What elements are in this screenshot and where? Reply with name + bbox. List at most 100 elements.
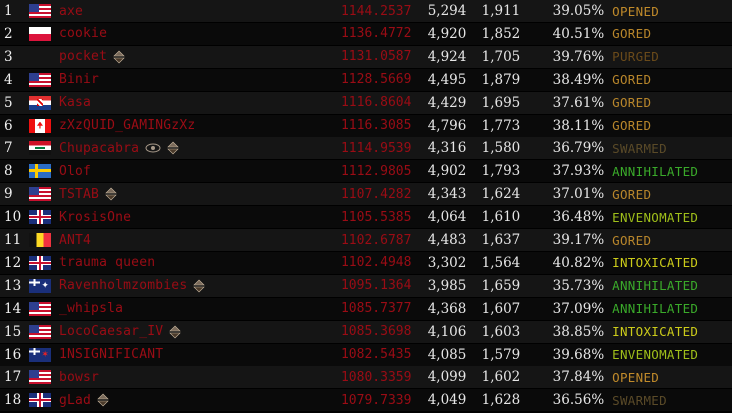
player-name-cell[interactable]: _whipsla: [59, 301, 317, 316]
losses-cell: 1,564: [481, 254, 521, 271]
percent-cell: 37.84%: [552, 369, 605, 386]
flag-hr-icon: [28, 95, 51, 110]
player-name-cell[interactable]: 1NSIGNIFICANT: [59, 347, 317, 362]
player-name[interactable]: axe: [58, 3, 84, 19]
rank-cell: 4: [4, 71, 13, 88]
table-row[interactable]: 17 bowsr 1080.3359 4,099 1,602 37.84% OPENED: [0, 366, 732, 389]
table-row[interactable]: 6 zXzQUID_GAMINGzXz 1116.3085 4,796 1,773 38.…: [0, 114, 732, 137]
table-row[interactable]: 5 Kasa 1116.8604 4,429 1,695 37.61% GORED: [0, 91, 732, 114]
player-name-cell[interactable]: LocoCaesar_IV: [59, 324, 317, 339]
up-down-icon: [105, 187, 117, 201]
player-name[interactable]: LocoCaesar_IV: [58, 324, 164, 340]
table-row[interactable]: 9 TSTAB 1107.4282 4,343 1,624 37.01% GORED: [0, 183, 732, 206]
table-row[interactable]: 11 ANT4 1102.6787 4,483 1,637 39.17% GORED: [0, 229, 732, 251]
rating-cell: 1114.9539: [340, 140, 412, 156]
player-name-cell[interactable]: Chupacabra: [59, 141, 317, 156]
losses-cell: 1,705: [481, 48, 521, 65]
player-name[interactable]: cookie: [58, 26, 108, 42]
losses-cell: 1,773: [481, 117, 521, 134]
player-name-cell[interactable]: TSTAB: [59, 187, 317, 202]
losses-cell: 1,879: [481, 71, 521, 88]
status-cell: OPENED: [612, 3, 660, 19]
flag-be-icon: [28, 233, 51, 247]
player-name-cell[interactable]: trauma queen: [59, 255, 317, 270]
rank-cell: 10: [4, 209, 22, 226]
status-cell: ANNIHILATED: [612, 278, 699, 294]
losses-cell: 1,695: [481, 94, 521, 111]
player-name[interactable]: TSTAB: [58, 186, 100, 202]
player-name[interactable]: Binir: [58, 72, 100, 88]
player-name-cell[interactable]: Ravenholmzombies: [59, 278, 317, 293]
player-name-cell[interactable]: pocket: [59, 49, 317, 64]
table-row[interactable]: 7 Chupacabra 1114.9539 4,316 1,580 36.79% SWAR…: [0, 137, 732, 160]
status-cell: OPENED: [612, 369, 660, 385]
rating-cell: 1085.7377: [340, 301, 412, 317]
player-name[interactable]: KrosisOne: [58, 209, 132, 225]
wins-cell: 4,049: [427, 392, 467, 409]
player-name-cell[interactable]: ANT4: [59, 233, 317, 248]
player-name[interactable]: ANT4: [58, 232, 92, 248]
percent-cell: 36.56%: [552, 392, 605, 409]
player-name[interactable]: Olof: [58, 163, 92, 179]
table-row[interactable]: 10 KrosisOne 1105.5385 4,064 1,610 36.48% ENVE…: [0, 206, 732, 229]
table-row[interactable]: 8 Olof 1112.9805 4,902 1,793 37.93% ANNIHILATE…: [0, 160, 732, 183]
wins-cell: 4,064: [427, 209, 467, 226]
flag-se-icon: [28, 164, 51, 179]
flag-gb-icon: [28, 210, 51, 225]
status-cell: GORED: [612, 118, 652, 133]
status-cell: GORED: [612, 72, 652, 88]
player-name-cell[interactable]: axe: [59, 4, 317, 19]
player-name[interactable]: zXzQUID_GAMINGzXz: [58, 118, 196, 133]
player-name-cell[interactable]: Kasa: [59, 95, 317, 110]
player-name-cell[interactable]: Binir: [59, 72, 317, 87]
flag-empty: [29, 50, 51, 64]
percent-cell: 35.73%: [552, 277, 605, 294]
table-row[interactable]: 18 gLad 1079.7339 4,049 1,628 36.56% SWARMED: [0, 389, 732, 412]
percent-cell: 39.76%: [552, 48, 605, 65]
player-name[interactable]: gLad: [58, 392, 92, 408]
player-name[interactable]: trauma queen: [58, 255, 156, 271]
table-row[interactable]: 2 cookie 1136.4772 4,920 1,852 40.51% GORED: [0, 22, 732, 45]
percent-cell: 37.09%: [552, 300, 605, 317]
rating-cell: 1102.4948: [340, 255, 412, 271]
flag-gb-icon: [28, 255, 51, 270]
flag-ca-icon: [28, 118, 51, 133]
rating-cell: 1131.0587: [340, 49, 412, 65]
rating-cell: 1085.3698: [340, 324, 412, 340]
table-row[interactable]: 13 Ravenholmzombies 1095.1364 3,985 1,659 35.…: [0, 274, 732, 297]
player-name[interactable]: pocket: [58, 49, 108, 65]
player-name[interactable]: 1NSIGNIFICANT: [58, 347, 164, 362]
player-name-cell[interactable]: cookie: [59, 26, 317, 41]
player-name-cell[interactable]: KrosisOne: [59, 210, 317, 225]
percent-cell: 39.17%: [552, 232, 605, 248]
wins-cell: 4,106: [427, 323, 467, 340]
player-name-cell[interactable]: gLad: [59, 393, 317, 408]
player-name[interactable]: Ravenholmzombies: [58, 278, 188, 294]
rank-cell: 18: [4, 392, 22, 409]
percent-cell: 38.11%: [552, 117, 605, 134]
rating-cell: 1116.8604: [340, 95, 412, 111]
status-cell: GORED: [612, 26, 652, 42]
rating-cell: 1079.7339: [340, 392, 412, 408]
percent-cell: 40.51%: [552, 25, 605, 42]
table-row[interactable]: 15 LocoCaesar_IV 1085.3698 4,106 1,603 38.85%…: [0, 320, 732, 343]
player-name[interactable]: bowsr: [58, 369, 100, 385]
player-name-cell[interactable]: Olof: [59, 164, 317, 179]
player-name[interactable]: _whipsla: [58, 301, 124, 317]
table-row[interactable]: 3 pocket 1131.0587 4,924 1,705 39.76% PURGED: [0, 45, 732, 68]
player-name[interactable]: Chupacabra: [58, 140, 140, 156]
status-cell: INTOXICATED: [612, 324, 699, 340]
player-name-cell[interactable]: bowsr: [59, 370, 317, 385]
table-row[interactable]: 14 _whipsla 1085.7377 4,368 1,607 37.09% ANNIH…: [0, 297, 732, 320]
up-down-icon: [167, 141, 179, 155]
table-row[interactable]: 1 axe 1144.2537 5,294 1,911 39.05% OPENED: [0, 0, 732, 22]
table-row[interactable]: 12 trauma queen 1102.4948 3,302 1,564 40.82% I…: [0, 251, 732, 274]
table-row[interactable]: 16 1NSIGNIFICANT 1082.5435 4,085 1,579 39.68%…: [0, 343, 732, 366]
flag-gb-icon: [28, 393, 51, 408]
player-name[interactable]: Kasa: [58, 95, 92, 111]
table-row[interactable]: 4 Binir 1128.5669 4,495 1,879 38.49% GORED: [0, 68, 732, 91]
player-name-cell[interactable]: zXzQUID_GAMINGzXz: [59, 118, 317, 133]
wins-cell: 4,429: [427, 94, 467, 111]
flag-us-icon: [28, 72, 51, 87]
wins-cell: 4,343: [427, 186, 467, 203]
